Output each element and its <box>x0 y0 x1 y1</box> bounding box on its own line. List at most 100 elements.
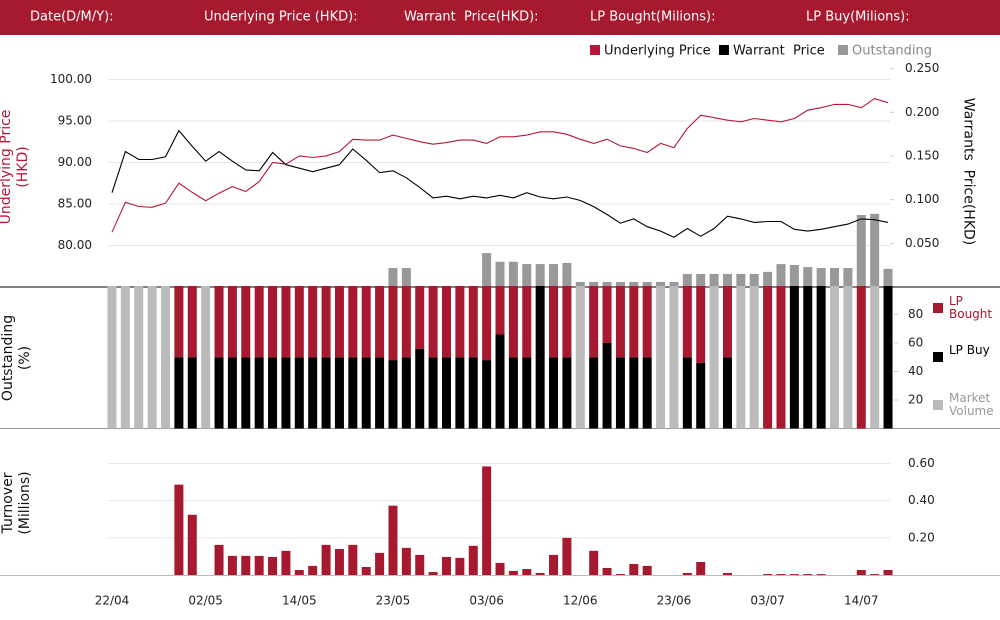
outstanding-bar <box>722 273 732 287</box>
stacked-bar <box>736 286 746 429</box>
stacked-bar <box>375 357 385 429</box>
bar <box>776 574 786 575</box>
bar <box>883 569 893 575</box>
stacked-bar <box>361 286 371 358</box>
stacked-bar <box>642 286 652 358</box>
outstanding-bar <box>575 281 585 287</box>
bar <box>241 555 251 575</box>
bar <box>696 561 706 575</box>
y-tick-label: 85.00 <box>58 196 92 210</box>
stacked-bar <box>602 343 612 429</box>
stacked-bar <box>187 357 197 429</box>
legend-label: LP Bought <box>949 294 993 321</box>
stacked-bar <box>468 286 478 358</box>
bar <box>334 548 344 575</box>
outstanding-bar <box>549 264 559 287</box>
outstanding-bar <box>843 267 853 287</box>
outstanding-bar <box>602 281 612 287</box>
outstanding-bar <box>870 213 880 287</box>
stacked-bar <box>348 286 358 358</box>
bar <box>682 572 692 575</box>
stacked-bar <box>441 286 451 358</box>
stacked-bar <box>776 286 786 429</box>
line-series <box>111 129 889 238</box>
stacked-bar <box>562 357 572 429</box>
y-tick-label: 20 <box>908 393 923 407</box>
bar <box>415 554 425 575</box>
x-tick-label: 23/06 <box>657 594 692 608</box>
stacked-bar <box>722 286 732 358</box>
stacked-bar <box>830 286 840 429</box>
stacked-bar <box>268 357 278 429</box>
stacked-bar <box>401 357 411 429</box>
x-tick-label: 14/07 <box>844 594 879 608</box>
y-tick-label: 90.00 <box>58 155 92 169</box>
bar <box>321 544 331 575</box>
stacked-bar <box>495 334 505 429</box>
stacked-bar <box>428 357 438 429</box>
bar <box>615 574 625 575</box>
y-tick-label: 60 <box>908 336 923 350</box>
stacked-bar <box>174 357 184 429</box>
bar <box>816 574 826 575</box>
stacked-bar <box>870 286 880 429</box>
stacked-bar <box>334 286 344 358</box>
stacked-bar <box>763 286 773 429</box>
y-axis-title: Outstanding (%) <box>0 314 33 402</box>
stacked-bar <box>562 286 572 358</box>
outstanding-bar <box>682 273 692 287</box>
stacked-bar <box>522 286 532 358</box>
stacked-bar <box>682 357 692 429</box>
x-tick-label: 14/05 <box>282 594 317 608</box>
stacked-bar <box>241 286 251 358</box>
header-bar <box>0 0 1000 35</box>
stacked-bar <box>482 360 492 429</box>
stacked-bar <box>120 286 130 429</box>
outstanding-bar <box>669 281 679 287</box>
stacked-bar <box>629 286 639 358</box>
stacked-bar <box>134 286 144 429</box>
bar <box>428 572 438 575</box>
stacked-bar <box>268 286 278 358</box>
stacked-bar <box>361 357 371 429</box>
bar <box>789 574 799 575</box>
stacked-bar <box>455 357 465 429</box>
y-tick-label: 0.40 <box>908 493 935 507</box>
stacked-bar <box>161 286 171 429</box>
outstanding-bar <box>789 264 799 287</box>
stacked-bar <box>843 286 853 429</box>
outstanding-bar <box>656 281 666 287</box>
stacked-bar <box>522 357 532 429</box>
y-tick-label: 95.00 <box>58 113 92 127</box>
stacked-bar <box>535 286 545 429</box>
stacked-bar <box>214 286 224 358</box>
outstanding-bar <box>803 267 813 287</box>
outstanding-bar <box>816 267 826 287</box>
outstanding-bar <box>749 273 759 287</box>
y-tick-label: 80 <box>908 307 923 321</box>
line-series <box>111 97 889 233</box>
bar <box>642 565 652 575</box>
stacked-bar <box>856 286 866 429</box>
stacked-bar <box>348 357 358 429</box>
x-tick-label: 02/05 <box>188 594 223 608</box>
bar <box>482 466 492 575</box>
stacked-bar <box>308 357 318 429</box>
stacked-bar <box>508 357 518 429</box>
stacked-bar <box>375 286 385 358</box>
stacked-bar <box>308 286 318 358</box>
stacked-bar <box>214 357 224 429</box>
stacked-bar <box>696 362 706 429</box>
stacked-bar <box>682 286 692 358</box>
stacked-bar <box>254 357 264 429</box>
stacked-bar <box>508 286 518 358</box>
y2-tick-label: 0.250 <box>905 61 939 75</box>
stacked-bar <box>187 286 197 358</box>
stacked-bar <box>227 286 237 358</box>
bar <box>602 567 612 575</box>
x-tick-label: 03/07 <box>750 594 785 608</box>
bar <box>468 545 478 575</box>
stacked-bar <box>388 286 398 361</box>
bar <box>174 484 184 575</box>
